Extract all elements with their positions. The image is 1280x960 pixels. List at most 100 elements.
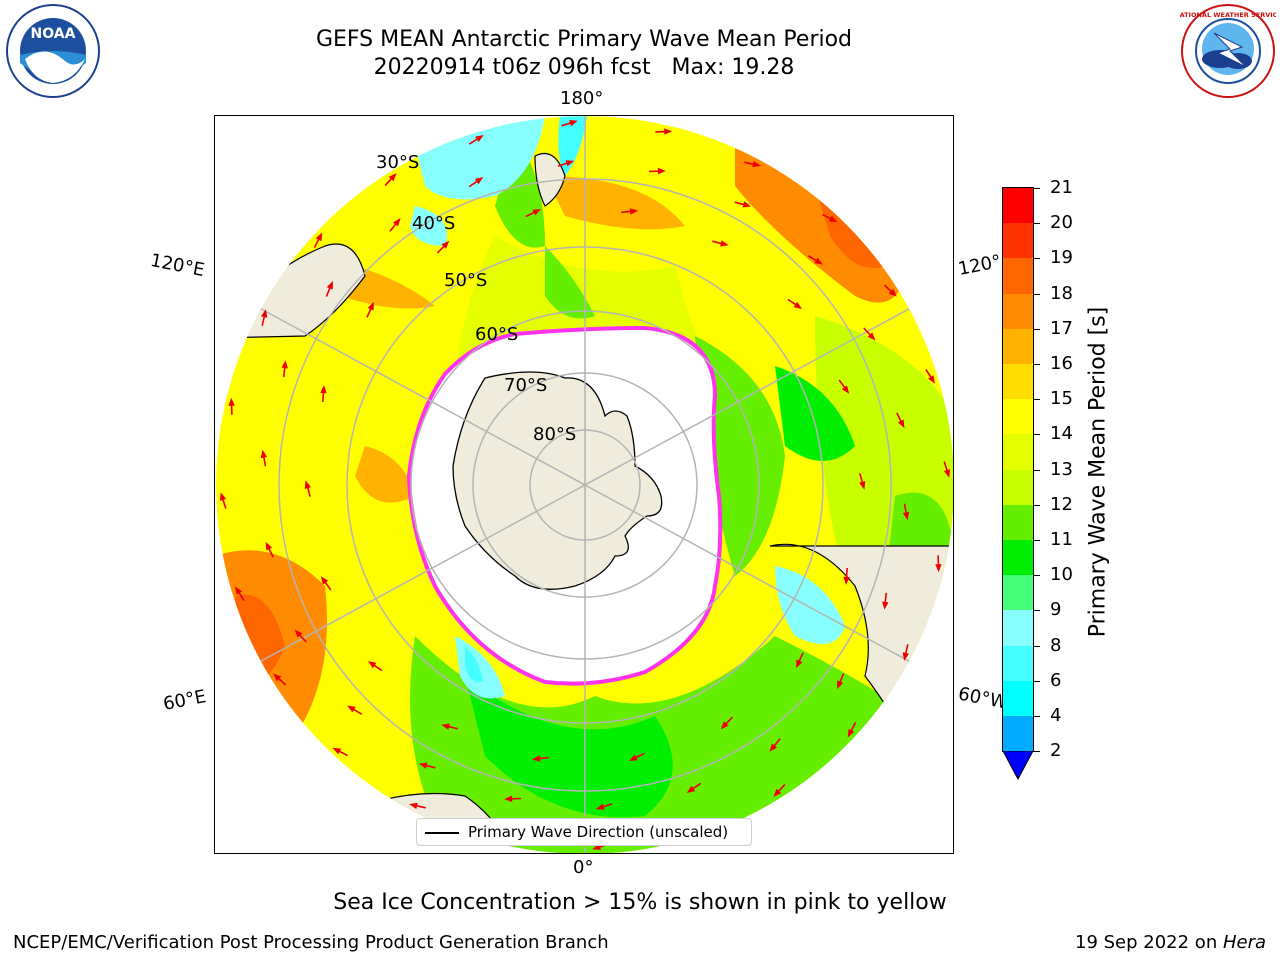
lon-label-upper-right: 120° — [956, 251, 1003, 280]
wave-arrow-head — [441, 240, 450, 249]
wave-arrow-head — [902, 511, 910, 521]
colorbar-tick-label: 17 — [1050, 317, 1073, 339]
polar-map — [214, 115, 954, 854]
wave-arrow-head — [793, 301, 802, 309]
wave-arrow-head — [629, 208, 639, 215]
wave-arrow-head — [265, 541, 273, 551]
wave-arrow-head — [686, 785, 696, 793]
colorbar-title: Primary Wave Mean Period [s] — [1085, 306, 1111, 638]
colorbar-tick-mark — [1033, 610, 1040, 612]
colorbar-tick-mark — [1033, 645, 1040, 647]
colorbar-tick-label: 15 — [1050, 388, 1073, 410]
colorbar-tick-mark — [1033, 434, 1040, 436]
colorbar-tick-mark — [1033, 575, 1040, 577]
colorbar-tick-label: 12 — [1050, 493, 1073, 515]
colorbar-segment — [1003, 610, 1033, 647]
wave-arrow-head — [474, 177, 484, 185]
wave-arrow-head — [796, 659, 803, 669]
colorbar-segment — [1003, 645, 1033, 682]
wave-arrow-head — [882, 601, 889, 610]
lat-label-30s: 30°S — [376, 152, 420, 173]
wave-arrow-head — [720, 240, 729, 247]
wave-arrow-head — [664, 128, 673, 135]
wave-arrow-head — [532, 209, 542, 216]
colorbar-tick-mark — [1033, 364, 1040, 365]
wave-arrow-head — [847, 728, 855, 738]
lon-label-lower-left: 60°E — [161, 686, 208, 715]
wave-arrow-head — [837, 680, 844, 690]
colorbar-segment — [1003, 399, 1033, 435]
colorbar-segment — [1003, 540, 1033, 576]
wave-arrow-head — [943, 469, 950, 478]
wave-arrow-head — [260, 449, 268, 459]
wave-arrow-head — [531, 755, 541, 762]
colorbar-segment — [1003, 716, 1033, 752]
colorbar-tick-label: 13 — [1050, 458, 1073, 480]
map-legend: Primary Wave Direction (unscaled) — [416, 818, 752, 846]
colorbar-tick-mark — [1033, 293, 1040, 295]
colorbar-segment — [1003, 258, 1033, 295]
lat-label-80s: 80°S — [533, 424, 577, 445]
nws-logo-text: NATIONAL WEATHER SERVICE — [1180, 11, 1276, 19]
wave-arrow-head — [388, 173, 397, 182]
lat-label-60s: 60°S — [475, 324, 519, 345]
wave-arrow-head — [441, 723, 450, 730]
colorbar-tick-mark — [1033, 469, 1040, 471]
footer-host: Hera — [1222, 932, 1266, 953]
colorbar-tick-mark — [1033, 540, 1040, 541]
colorbar-tick-mark — [1033, 680, 1040, 682]
wave-arrow-head — [657, 167, 666, 175]
sea-ice-note: Sea Ice Concentration > 15% is shown in … — [333, 890, 947, 915]
colorbar-tick-mark — [1033, 751, 1040, 753]
wave-arrow-head — [320, 385, 327, 394]
wave-arrow-head — [273, 673, 282, 682]
noaa-logo-text: NOAA — [31, 26, 76, 42]
wave-arrow-head — [841, 385, 850, 394]
wave-arrow-head — [281, 360, 288, 369]
wave-arrow-head — [769, 743, 777, 752]
wave-arrow-head — [935, 564, 942, 573]
wave-arrow-head — [902, 652, 909, 661]
colorbar — [1002, 186, 1034, 781]
colorbar-tick-mark — [1033, 716, 1040, 717]
wave-arrow-head — [504, 795, 513, 803]
colorbar-tick-label: 4 — [1050, 705, 1062, 726]
lon-label-bottom: 0° — [573, 857, 594, 878]
noaa-logo: NOAA — [5, 3, 101, 99]
lon-label-upper-left: 120°E — [148, 249, 207, 282]
wave-arrow-head — [475, 135, 484, 142]
lat-label-40s: 40°S — [412, 213, 456, 234]
wave-arrow-head — [742, 201, 752, 208]
colorbar-segment — [1003, 680, 1033, 717]
nws-logo: NATIONAL WEATHER SERVICE — [1174, 3, 1280, 99]
colorbar-tick-label: 19 — [1050, 247, 1073, 269]
wave-arrow-head — [294, 629, 303, 638]
wave-arrow-head — [332, 747, 342, 755]
colorbar-segment — [1003, 364, 1033, 400]
wave-arrow-head — [859, 481, 866, 490]
colorbar-tick-mark — [1033, 504, 1040, 506]
lon-label-lower-right: 60°W — [956, 683, 1010, 714]
colorbar-segment — [1003, 188, 1033, 224]
map-subtitle: 20220914 t06z 096h fcst Max: 19.28 — [373, 55, 795, 80]
wave-arrow-head — [843, 576, 850, 585]
footer-date-text: 19 Sep 2022 on — [1075, 932, 1223, 953]
colorbar-segment — [1003, 434, 1033, 471]
footer-branch: NCEP/EMC/Verification Post Processing Pr… — [13, 932, 609, 953]
wave-arrow-head — [320, 576, 329, 585]
colorbar-segment — [1003, 504, 1033, 541]
wave-arrow-head — [773, 788, 782, 797]
lon-label-top: 180° — [560, 88, 604, 109]
wave-arrow-head — [814, 257, 823, 265]
wave-arrow-head — [752, 161, 761, 168]
wave-arrow-head — [409, 802, 418, 809]
wave-arrow-head — [315, 232, 323, 242]
wave-arrow-head — [828, 215, 838, 223]
wave-arrow-head — [228, 397, 235, 406]
colorbar-tick-label: 21 — [1050, 177, 1073, 198]
map-title: GEFS MEAN Antarctic Primary Wave Mean Pe… — [315, 27, 853, 52]
colorbar-tick-mark — [1033, 188, 1040, 189]
colorbar-tick-mark — [1033, 328, 1040, 330]
colorbar-segment — [1003, 223, 1033, 259]
graticule — [216, 116, 953, 853]
